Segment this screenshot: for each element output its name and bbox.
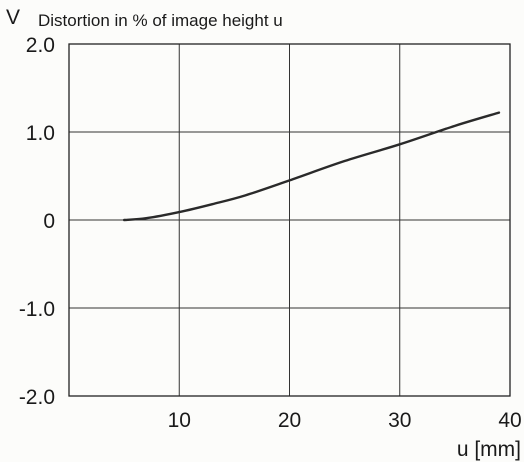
y-tick-label--2.0: -2.0 [19, 386, 55, 409]
y-tick-label-0: 0 [43, 210, 55, 233]
data-series [122, 111, 501, 222]
tick-labels: 10 20 30 40 2.0 1.0 0 -1.0 -2.0 [19, 34, 522, 432]
x-tick-label-20: 20 [278, 409, 301, 432]
axis-symbol-v: V [6, 6, 20, 29]
plot-frame [68, 43, 511, 397]
chart-title: Distortion in % of image height u [38, 11, 283, 30]
grid [69, 44, 510, 396]
y-tick-label-2.0: 2.0 [26, 34, 55, 57]
x-tick-label-30: 30 [388, 409, 411, 432]
x-axis-label: u [mm] [457, 438, 521, 461]
y-tick-label--1.0: -1.0 [19, 298, 55, 321]
y-tick-label-1.0: 1.0 [26, 122, 55, 145]
x-tick-label-40: 40 [498, 409, 521, 432]
distortion-curve-0 [122, 111, 501, 222]
x-tick-label-10: 10 [168, 409, 191, 432]
